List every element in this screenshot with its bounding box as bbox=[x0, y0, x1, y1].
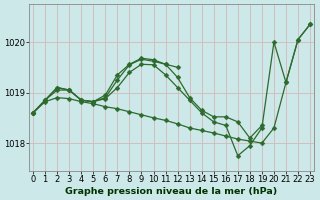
X-axis label: Graphe pression niveau de la mer (hPa): Graphe pression niveau de la mer (hPa) bbox=[66, 187, 278, 196]
